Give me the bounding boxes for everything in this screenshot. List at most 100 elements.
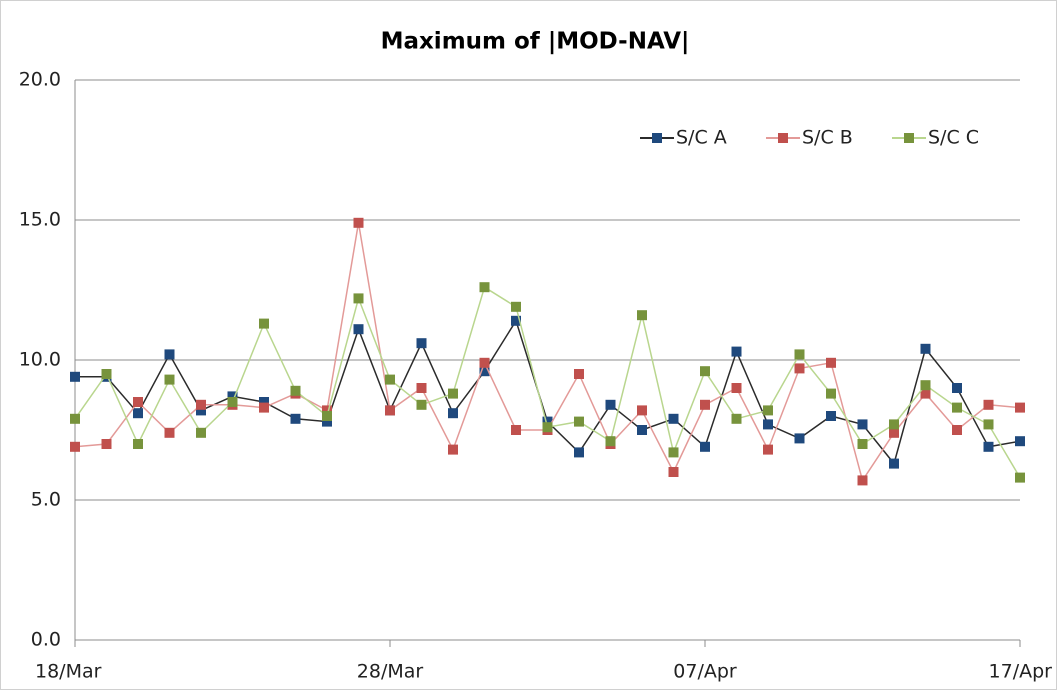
data-point xyxy=(763,405,773,416)
data-point xyxy=(353,324,364,335)
data-point xyxy=(889,458,899,469)
y-tick-label: 0.0 xyxy=(31,629,61,651)
data-point xyxy=(259,397,269,407)
data-point xyxy=(794,349,805,360)
x-tick-label: 28/Mar xyxy=(357,661,424,683)
chart-title: Maximum of |MOD-NAV| xyxy=(381,29,690,55)
data-point xyxy=(574,416,584,427)
data-point xyxy=(637,310,647,321)
legend-marker xyxy=(778,133,788,143)
data-point xyxy=(794,433,805,444)
legend-label: S/C B xyxy=(802,127,853,149)
data-point xyxy=(259,402,269,413)
y-tick-label: 15.0 xyxy=(19,209,61,231)
data-point xyxy=(1015,402,1025,413)
data-point xyxy=(353,217,364,228)
data-point xyxy=(668,413,679,424)
data-point xyxy=(385,405,395,416)
data-point xyxy=(700,441,710,452)
data-point xyxy=(101,369,112,379)
data-point xyxy=(322,405,332,416)
data-point xyxy=(920,343,931,354)
data-point xyxy=(70,441,80,452)
data-point xyxy=(511,425,521,435)
legend-label: S/C C xyxy=(928,127,979,149)
data-point xyxy=(952,402,962,413)
data-point xyxy=(889,427,899,438)
y-tick-label: 10.0 xyxy=(19,349,61,371)
data-point xyxy=(164,349,175,360)
data-point xyxy=(542,422,553,433)
data-point xyxy=(731,413,742,424)
data-point xyxy=(416,399,427,410)
data-point xyxy=(920,388,931,399)
data-point xyxy=(164,427,175,438)
data-point xyxy=(605,399,616,410)
data-point xyxy=(952,425,962,435)
data-point xyxy=(196,427,206,438)
data-point xyxy=(574,447,584,458)
data-point xyxy=(416,338,427,349)
legend-marker xyxy=(904,133,914,143)
data-point xyxy=(731,346,742,357)
y-tick-label: 5.0 xyxy=(31,489,61,511)
x-tick-label: 07/Apr xyxy=(673,661,737,683)
data-point xyxy=(763,419,773,430)
x-tick-label: 17/Apr xyxy=(989,661,1053,683)
data-point xyxy=(983,399,994,410)
legend-label: S/C A xyxy=(676,127,727,149)
data-point xyxy=(983,441,994,452)
data-point xyxy=(479,282,490,293)
data-point xyxy=(889,419,899,430)
data-point xyxy=(857,475,868,486)
data-point xyxy=(448,408,458,419)
data-point xyxy=(448,444,458,455)
legend-marker xyxy=(652,133,662,143)
x-tick-label: 18/Mar xyxy=(35,661,102,683)
data-point xyxy=(290,413,301,424)
data-point xyxy=(322,411,332,421)
data-point xyxy=(322,416,332,427)
data-point xyxy=(983,419,994,430)
data-point xyxy=(227,397,238,407)
data-point xyxy=(133,408,143,419)
data-point xyxy=(952,383,962,393)
data-point xyxy=(196,399,206,410)
data-point xyxy=(353,293,364,304)
data-point xyxy=(196,405,206,416)
data-point xyxy=(416,383,427,393)
data-point xyxy=(731,383,742,393)
data-point xyxy=(448,388,458,399)
data-point xyxy=(164,374,175,385)
data-point xyxy=(1015,436,1025,447)
data-point xyxy=(70,371,80,382)
data-point xyxy=(794,363,805,374)
data-point xyxy=(385,374,395,385)
data-point xyxy=(70,413,80,424)
data-point xyxy=(479,366,490,377)
data-point xyxy=(227,391,238,402)
data-point xyxy=(668,467,679,477)
data-point xyxy=(700,399,710,410)
data-point xyxy=(479,357,490,368)
data-point xyxy=(826,411,836,421)
data-point xyxy=(668,447,679,458)
data-point xyxy=(511,301,521,312)
data-point xyxy=(133,439,143,449)
y-tick-label: 20.0 xyxy=(19,69,61,91)
data-point xyxy=(700,366,710,377)
data-point xyxy=(1015,472,1025,483)
data-point xyxy=(826,388,836,399)
data-point xyxy=(857,419,868,430)
data-point xyxy=(637,405,647,416)
data-point xyxy=(857,439,868,449)
data-point xyxy=(511,315,521,326)
data-point xyxy=(101,439,112,449)
data-point xyxy=(920,380,931,391)
data-point xyxy=(637,425,647,435)
data-point xyxy=(605,436,616,447)
data-point xyxy=(290,385,301,396)
